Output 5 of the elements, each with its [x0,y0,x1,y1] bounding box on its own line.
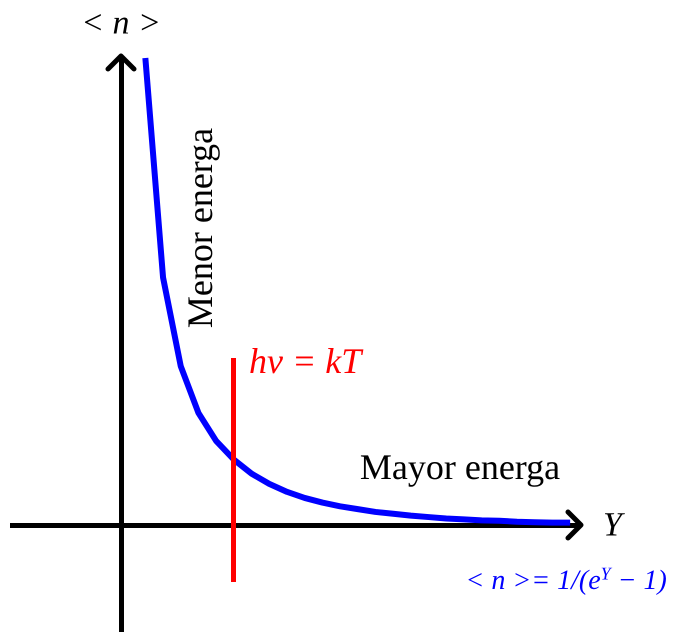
annotation: Menor energa [180,128,220,328]
annotation: hν = kT [249,341,364,381]
x-axis-title: Y [603,506,625,544]
y-axis-title: < n > [81,4,161,42]
annotation: Mayor energa [360,447,560,487]
